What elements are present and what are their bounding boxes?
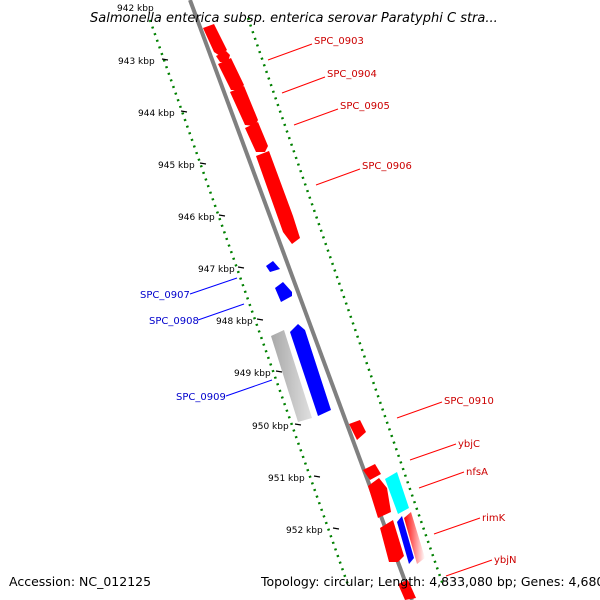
leader-line <box>418 471 465 489</box>
gene-label-spc-0908[interactable]: SPC_0908 <box>149 316 199 327</box>
gene-arrow-spc-0906[interactable] <box>256 151 300 244</box>
kbp-label: 944 kbp <box>138 109 175 119</box>
kbp-label: 948 kbp <box>216 317 253 327</box>
leader-line <box>189 277 238 295</box>
gene-label-nfsa[interactable]: nfsA <box>466 467 488 478</box>
gene-arrow-spc-0910[interactable] <box>349 420 366 440</box>
leader-line <box>445 559 493 577</box>
kbp-tick <box>294 423 302 426</box>
kbp-label: 951 kbp <box>268 474 305 484</box>
gene-arrow-rimk-fade[interactable] <box>404 512 425 564</box>
gene-arrow-spc-0907[interactable] <box>266 261 280 272</box>
kbp-tick <box>256 318 264 321</box>
leader-line <box>267 43 313 61</box>
kbp-tick <box>332 527 340 530</box>
kbp-tick <box>218 214 226 217</box>
kbp-tick <box>161 58 169 61</box>
gene-label-rimk[interactable]: rimK <box>482 513 506 524</box>
kbp-label: 946 kbp <box>178 213 215 223</box>
leader-line <box>396 401 443 419</box>
gene-arrow-rimk-secondary[interactable] <box>397 516 414 564</box>
gene-label-ybjc[interactable]: ybjC <box>458 439 480 450</box>
kbp-label: 949 kbp <box>234 369 271 379</box>
kbp-tick <box>180 110 188 113</box>
right-tick-track <box>246 17 445 586</box>
forward-genes-upper <box>203 24 300 244</box>
gene-label-spc-0904[interactable]: SPC_0904 <box>327 69 377 80</box>
kbp-label: 952 kbp <box>286 526 323 536</box>
gene-arrow-rna[interactable] <box>385 472 409 514</box>
kbp-tick <box>199 162 207 165</box>
gene-label-spc-0910[interactable]: SPC_0910 <box>444 396 494 407</box>
gene-arrow-spc-0909[interactable] <box>290 324 331 416</box>
gene-arrow-spc-0902[interactable] <box>203 24 227 56</box>
leader-line <box>225 379 273 397</box>
gene-arrow-spc-0905b[interactable] <box>245 122 268 152</box>
leader-line <box>433 517 481 535</box>
gene-label-ybjn[interactable]: ybjN <box>494 555 517 566</box>
kbp-tick <box>237 266 245 269</box>
kbp-tick <box>313 475 321 478</box>
kbp-label: 947 kbp <box>198 265 235 275</box>
gene-arrow-spc-0905[interactable] <box>230 86 258 126</box>
gene-arrow-spc-0908[interactable] <box>275 282 292 302</box>
kbp-labels: 942 kbp 943 kbp 944 kbp 945 kbp 946 kbp … <box>117 4 323 536</box>
forward-genes-lower <box>349 420 416 600</box>
gene-arrow-other[interactable] <box>271 330 312 422</box>
leader-line <box>281 76 326 94</box>
gene-arrow-nfsa[interactable] <box>368 478 391 518</box>
gene-label-spc-0903[interactable]: SPC_0903 <box>314 36 364 47</box>
kbp-label: 945 kbp <box>158 161 195 171</box>
leader-line <box>409 443 457 461</box>
leader-line <box>293 108 339 126</box>
gene-label-spc-0906[interactable]: SPC_0906 <box>362 161 412 172</box>
gene-arrow-spc-0904[interactable] <box>218 58 244 90</box>
gene-arrow-rimk[interactable] <box>380 520 404 562</box>
reverse-genes <box>266 261 331 416</box>
accession-text: Accession: NC_012125 <box>9 574 151 589</box>
label-leaders <box>189 43 493 577</box>
left-tick-track <box>148 19 350 586</box>
kbp-label: 942 kbp <box>117 4 154 14</box>
leader-line <box>315 168 361 186</box>
gene-label-spc-0909[interactable]: SPC_0909 <box>176 392 226 403</box>
gene-labels: SPC_0903 SPC_0904 SPC_0905 SPC_0906 SPC_… <box>140 36 517 566</box>
gene-arrow-ybjn[interactable] <box>398 580 416 600</box>
kbp-label: 950 kbp <box>252 422 289 432</box>
gene-arrow-spc-0903[interactable] <box>216 51 230 62</box>
gene-label-spc-0907[interactable]: SPC_0907 <box>140 290 190 301</box>
kbp-tick <box>275 370 283 373</box>
kbp-label: 943 kbp <box>118 57 155 67</box>
leader-line <box>197 303 245 321</box>
kbp-tick-marks <box>161 58 340 530</box>
gene-label-spc-0905[interactable]: SPC_0905 <box>340 101 390 112</box>
gene-arrow-ybjc[interactable] <box>363 464 381 480</box>
genome-title: Salmonella enterica subsp. enterica sero… <box>90 11 498 26</box>
genome-stats-text: Topology: circular; Length: 4,833,080 bp… <box>260 574 600 589</box>
